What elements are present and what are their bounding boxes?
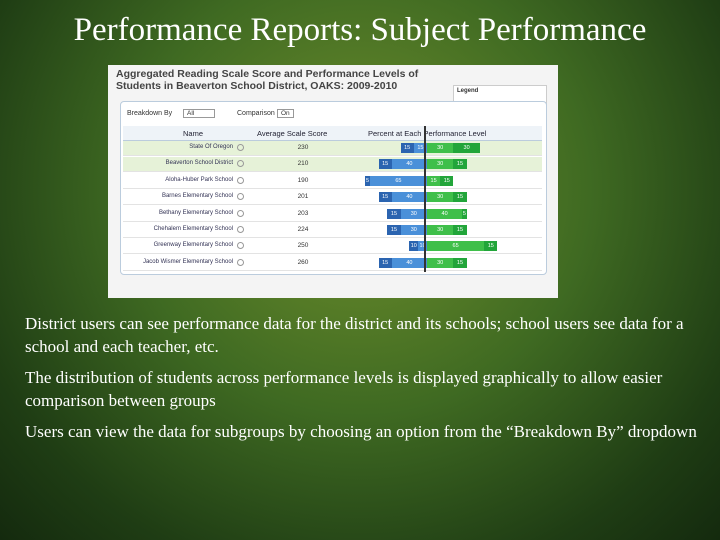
- column-header: Percent at Each Performance Level: [368, 129, 487, 138]
- level-segment: 30: [427, 257, 454, 268]
- search-icon: [237, 226, 244, 233]
- name-cell: Aloha-Huber Park School: [123, 174, 233, 188]
- search-icon: [237, 193, 244, 201]
- report-title: Aggregated Reading Scale Score and Perfo…: [116, 68, 419, 92]
- level-segment: 10: [418, 241, 427, 252]
- search-icon: [237, 242, 244, 250]
- level-segment: 15: [453, 192, 467, 203]
- name-cell: Jacob Wismer Elementary School: [123, 256, 233, 270]
- level-segment: 40: [391, 257, 427, 268]
- comparison-toggle[interactable]: On: [277, 109, 294, 118]
- table-row: Beaverton School District 210 40 15 30 15: [123, 157, 542, 173]
- name-cell: State Of Oregon: [123, 141, 233, 155]
- school-name: State Of Oregon: [189, 144, 233, 150]
- school-name: Greenway Elementary School: [153, 242, 233, 249]
- level-segment: 5: [462, 208, 467, 219]
- level-segment: 15: [427, 175, 441, 186]
- school-name: Jacob Wismer Elementary School: [142, 258, 233, 265]
- average-score: 260: [297, 258, 309, 266]
- comparison-label: Comparison: [237, 110, 275, 117]
- level-segment: 30: [427, 159, 454, 170]
- column-header: Name: [183, 129, 204, 138]
- name-cell: Chehalem Elementary School: [123, 223, 233, 237]
- search-icon: [237, 176, 244, 184]
- level-segment: 15: [400, 143, 414, 153]
- header-row: Name Average Scale Score Percent at Each…: [123, 126, 542, 141]
- bullet-list: District users can see performance data …: [25, 312, 705, 451]
- search-icon: [237, 144, 244, 151]
- level-segment: 30: [400, 208, 427, 219]
- slide-title: Performance Reports: Subject Performance: [73, 12, 647, 48]
- level-segment: 40: [391, 192, 427, 203]
- level-segment: 65: [369, 175, 427, 186]
- school-name: Aloha-Huber Park School: [165, 176, 233, 183]
- search-icon: [237, 160, 244, 168]
- average-score: 224: [297, 226, 309, 233]
- name-cell: Greenway Elementary School: [123, 239, 233, 253]
- report-table: Breakdown By All Comparison On Name Aver…: [120, 101, 547, 275]
- level-segment: 30: [427, 143, 454, 153]
- level-segment: 15: [484, 241, 498, 252]
- search-icon: [237, 258, 244, 266]
- level-segment: 10: [409, 241, 419, 252]
- bullet: Users can view the data for subgroups by…: [25, 422, 697, 441]
- level-segment: 30: [427, 225, 454, 235]
- level-segment: 15: [440, 175, 454, 186]
- name-cell: Barnes Elementary School: [123, 190, 233, 204]
- level-segment: 15: [413, 143, 427, 153]
- name-cell: Bethany Elementary School: [123, 207, 233, 221]
- table-row: Greenway Elementary School 250 10 10 65 15: [123, 239, 542, 255]
- name-cell: Beaverton School District: [123, 157, 233, 171]
- average-score: 250: [297, 242, 309, 250]
- average-score: 190: [297, 176, 309, 184]
- legend-title: Legend: [457, 88, 479, 94]
- center-line: [424, 126, 426, 272]
- level-segment: 15: [387, 225, 401, 235]
- level-segment: 30: [453, 143, 480, 153]
- level-segment: 65: [427, 241, 485, 252]
- school-name: Bethany Elementary School: [158, 209, 233, 216]
- level-segment: 15: [378, 257, 392, 268]
- level-segment: 40: [391, 159, 427, 170]
- report-screenshot: Aggregated Reading Scale Score and Perfo…: [108, 65, 558, 298]
- table-row: Chehalem Elementary School 224 30 15 30 15: [123, 223, 542, 238]
- table-row: State Of Oregon 230 15 15 30 30: [123, 141, 542, 156]
- bullet: The distribution of students across perf…: [25, 368, 663, 410]
- table-row: Aloha-Huber Park School 190 65 5 15 15: [123, 174, 542, 189]
- search-icon: [237, 209, 244, 217]
- level-segment: 15: [453, 257, 467, 268]
- level-segment: 40: [427, 208, 463, 219]
- level-segment: 30: [400, 225, 427, 235]
- level-segment: 15: [378, 159, 392, 170]
- average-score: 210: [297, 160, 309, 168]
- school-name: Beaverton School District: [165, 160, 233, 167]
- average-score: 203: [297, 209, 309, 217]
- school-name: Barnes Elementary School: [161, 193, 233, 200]
- average-score: 201: [297, 193, 309, 201]
- average-score: 230: [297, 144, 309, 151]
- table-row: Barnes Elementary School 201 40 15 30 15: [123, 190, 542, 206]
- breakdown-dropdown[interactable]: All: [183, 109, 215, 118]
- level-segment: 30: [427, 192, 454, 203]
- level-segment: 15: [387, 208, 401, 219]
- bullet: District users can see performance data …: [25, 314, 684, 356]
- school-name: Chehalem Elementary School: [153, 226, 233, 232]
- level-segment: 15: [453, 225, 467, 235]
- breakdown-label: Breakdown By: [127, 110, 173, 117]
- table-row: Jacob Wismer Elementary School 260 40 15 30 1…: [123, 256, 542, 271]
- level-segment: 15: [453, 159, 467, 170]
- level-segment: 15: [378, 192, 392, 203]
- level-segment: 5: [365, 175, 370, 186]
- column-header: Average Scale Score: [257, 129, 328, 138]
- table-row: Bethany Elementary School 203 30 15 40 5: [123, 207, 542, 222]
